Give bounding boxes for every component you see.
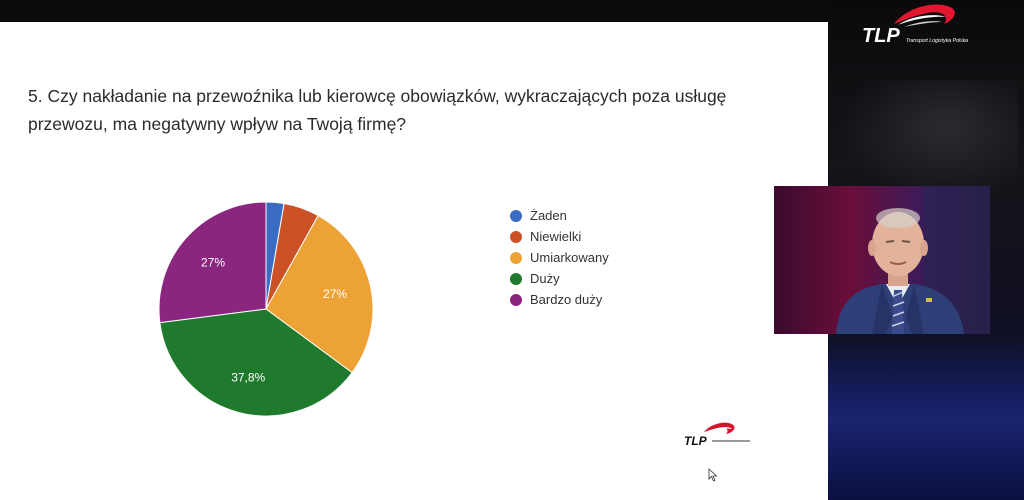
pie-slice-2 bbox=[265, 214, 374, 374]
legend-label-4: Bardzo duży bbox=[530, 292, 603, 307]
pie-slice-3 bbox=[159, 308, 353, 417]
pie-slice-label-2: 27% bbox=[323, 287, 347, 301]
video-top-bar bbox=[0, 0, 1024, 22]
legend-swatch-0 bbox=[510, 209, 522, 222]
legend-item-2: Umiarkowany bbox=[510, 247, 609, 268]
presentation-slide bbox=[0, 22, 828, 500]
legend-item-3: Duży bbox=[510, 268, 609, 289]
mouse-cursor-icon bbox=[708, 468, 718, 482]
legend-item-1: Niewielki bbox=[510, 226, 609, 247]
svg-text:TLP: TLP bbox=[684, 434, 708, 448]
tlp-logo: TLP Transport Logistyka Polska bbox=[862, 4, 968, 47]
pie-slice-4 bbox=[158, 201, 267, 324]
legend-swatch-2 bbox=[510, 251, 522, 264]
chart-legend: Żaden Niewielki Umiarkowany Duży Bardzo duży bbox=[510, 205, 609, 310]
legend-swatch-4 bbox=[510, 293, 522, 306]
legend-swatch-1 bbox=[510, 230, 522, 243]
question-text: 5. Czy nakładanie na przewoźnika lub kie… bbox=[28, 86, 727, 134]
background-blue-glow bbox=[828, 340, 1024, 500]
background-sheen bbox=[838, 80, 1018, 200]
svg-text:TLP: TLP bbox=[862, 25, 900, 47]
legend-item-4: Bardzo duży bbox=[510, 289, 609, 310]
legend-label-1: Niewielki bbox=[530, 229, 582, 244]
tlp-logo-small: TLP bbox=[684, 422, 750, 448]
legend-label-2: Umiarkowany bbox=[530, 250, 609, 265]
legend-label-0: Żaden bbox=[530, 208, 567, 223]
legend-item-0: Żaden bbox=[510, 205, 609, 226]
pie-chart: 27% 37,8% 27% bbox=[158, 201, 374, 417]
pie-slice-label-4: 27% bbox=[201, 255, 225, 269]
legend-label-3: Duży bbox=[530, 271, 560, 286]
pie-slice-label-3: 37,8% bbox=[231, 370, 265, 384]
svg-text:Transport Logistyka Polska: Transport Logistyka Polska bbox=[906, 38, 968, 44]
legend-swatch-3 bbox=[510, 272, 522, 285]
speaker-video bbox=[774, 186, 990, 334]
